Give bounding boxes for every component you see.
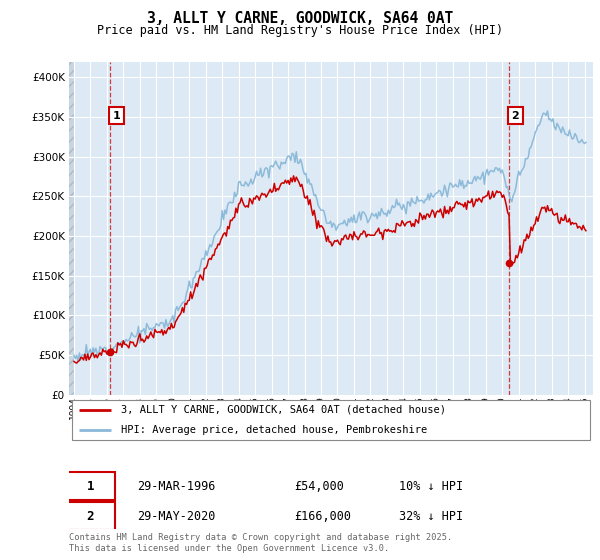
Text: Contains HM Land Registry data © Crown copyright and database right 2025.
This d: Contains HM Land Registry data © Crown c… — [69, 533, 452, 553]
Text: 32% ↓ HPI: 32% ↓ HPI — [399, 510, 463, 522]
Bar — [69, 62, 74, 395]
Text: 29-MAY-2020: 29-MAY-2020 — [137, 510, 215, 522]
Text: Price paid vs. HM Land Registry's House Price Index (HPI): Price paid vs. HM Land Registry's House … — [97, 24, 503, 36]
FancyBboxPatch shape — [71, 400, 590, 440]
Text: 1: 1 — [87, 480, 94, 493]
Text: 10% ↓ HPI: 10% ↓ HPI — [399, 480, 463, 493]
Text: 3, ALLT Y CARNE, GOODWICK, SA64 0AT: 3, ALLT Y CARNE, GOODWICK, SA64 0AT — [147, 11, 453, 26]
FancyBboxPatch shape — [67, 502, 115, 530]
Text: 1: 1 — [113, 110, 121, 120]
FancyBboxPatch shape — [67, 473, 115, 500]
Text: HPI: Average price, detached house, Pembrokeshire: HPI: Average price, detached house, Pemb… — [121, 425, 428, 435]
Text: 2: 2 — [87, 510, 94, 522]
Text: 29-MAR-1996: 29-MAR-1996 — [137, 480, 215, 493]
Text: £166,000: £166,000 — [294, 510, 351, 522]
Text: 2: 2 — [512, 110, 520, 120]
Text: £54,000: £54,000 — [294, 480, 344, 493]
Text: 3, ALLT Y CARNE, GOODWICK, SA64 0AT (detached house): 3, ALLT Y CARNE, GOODWICK, SA64 0AT (det… — [121, 405, 446, 415]
